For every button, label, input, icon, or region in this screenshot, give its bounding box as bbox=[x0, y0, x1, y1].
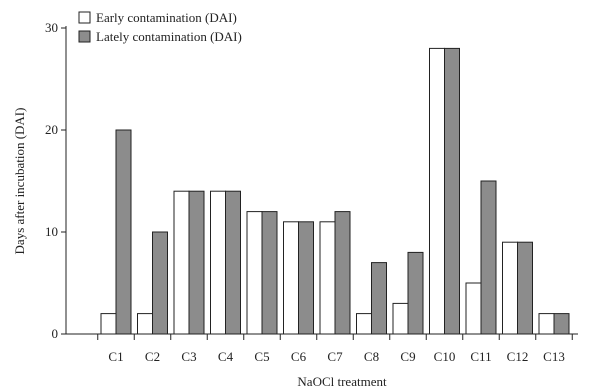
x-tick-label: C7 bbox=[327, 349, 343, 364]
y-axis-title: Days after incubation (DAI) bbox=[12, 108, 27, 255]
legend: Early contamination (DAI) Lately contamin… bbox=[78, 10, 242, 44]
bar-early-contamination bbox=[210, 190, 226, 335]
bar-early-contamination bbox=[429, 47, 445, 335]
bar-lately-contamination bbox=[553, 313, 570, 335]
x-tick-label: C4 bbox=[218, 349, 234, 364]
legend-swatch bbox=[78, 11, 91, 24]
x-axis-title: NaOCl treatment bbox=[297, 374, 387, 389]
bar-lately-contamination bbox=[517, 241, 533, 335]
y-tick-label: 10 bbox=[45, 224, 58, 239]
y-ticks: 0 10 20 30 bbox=[45, 20, 66, 341]
bar-early-contamination bbox=[137, 313, 153, 335]
x-ticks: C1 C2 C3 C4 C5 C6 C7 C8 C9 C10 C11 C12 C13 bbox=[97, 334, 573, 364]
x-tick-label: C10 bbox=[434, 349, 456, 364]
legend-swatch bbox=[78, 30, 91, 43]
bar-lately-contamination bbox=[225, 190, 241, 335]
bar-early-contamination bbox=[319, 221, 336, 335]
bar-lately-contamination bbox=[480, 180, 497, 335]
bar-early-contamination bbox=[538, 313, 555, 335]
legend-label: Lately contamination (DAI) bbox=[96, 29, 242, 44]
bar-lately-contamination bbox=[188, 190, 205, 335]
bar-early-contamination bbox=[392, 302, 409, 335]
bar-lately-contamination bbox=[152, 231, 168, 335]
x-tick-label: C5 bbox=[254, 349, 269, 364]
bar-early-contamination bbox=[173, 190, 190, 335]
legend-label: Early contamination (DAI) bbox=[96, 10, 237, 25]
x-tick-label: C13 bbox=[543, 349, 565, 364]
y-tick-label: 20 bbox=[45, 122, 58, 137]
x-tick-label: C3 bbox=[181, 349, 196, 364]
bar-early-contamination bbox=[283, 221, 299, 335]
bar-lately-contamination bbox=[298, 221, 314, 335]
x-tick-label: C6 bbox=[291, 349, 307, 364]
bars-layer bbox=[100, 47, 570, 335]
x-tick-label: C9 bbox=[400, 349, 415, 364]
bar-early-contamination bbox=[502, 241, 518, 335]
bar-lately-contamination bbox=[444, 47, 460, 335]
x-tick-label: C11 bbox=[470, 349, 491, 364]
bar-lately-contamination bbox=[334, 211, 351, 335]
bar-early-contamination bbox=[465, 282, 482, 335]
x-tick-label: C8 bbox=[364, 349, 379, 364]
bar-lately-contamination bbox=[407, 251, 424, 335]
y-tick-label: 0 bbox=[52, 326, 59, 341]
bar-lately-contamination bbox=[261, 211, 278, 335]
x-tick-label: C12 bbox=[507, 349, 529, 364]
bar-early-contamination bbox=[246, 211, 263, 335]
bar-early-contamination bbox=[356, 313, 372, 335]
x-tick-label: C2 bbox=[145, 349, 160, 364]
x-tick-label: C1 bbox=[108, 349, 123, 364]
bar-lately-contamination bbox=[371, 262, 387, 335]
axes-layer bbox=[65, 26, 578, 335]
bar-lately-contamination bbox=[115, 129, 132, 335]
bar-early-contamination bbox=[100, 313, 117, 335]
y-tick-label: 30 bbox=[45, 20, 58, 35]
